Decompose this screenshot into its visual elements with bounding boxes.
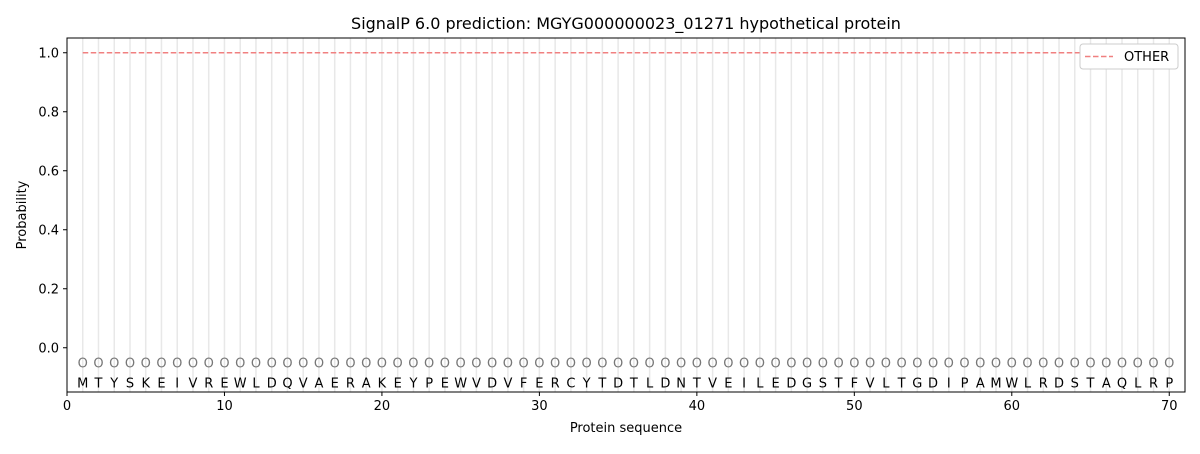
region-marker: O: [833, 357, 843, 372]
region-marker: O: [865, 357, 875, 372]
region-marker: O: [1054, 357, 1064, 372]
region-marker: O: [471, 357, 481, 372]
region-marker: O: [503, 357, 513, 372]
y-axis-label: Probability: [15, 180, 30, 249]
y-tick-label: 1.0: [38, 46, 59, 61]
region-marker: O: [707, 357, 717, 372]
region-marker: O: [991, 357, 1001, 372]
region-marker: O: [770, 357, 780, 372]
region-marker: O: [1148, 357, 1158, 372]
region-marker: O: [109, 357, 119, 372]
region-marker: O: [172, 357, 182, 372]
region-marker: O: [645, 357, 655, 372]
gridline-layer: [81, 38, 1171, 392]
y-tick-label: 0.2: [38, 282, 59, 297]
region-marker: O: [1022, 357, 1032, 372]
region-marker: O: [314, 357, 324, 372]
region-marker: O: [1070, 357, 1080, 372]
region-marker: O: [676, 357, 686, 372]
region-marker: O: [456, 357, 466, 372]
region-marker: O: [629, 357, 639, 372]
region-marker: O: [1085, 357, 1095, 372]
region-marker: O: [534, 357, 544, 372]
region-marker: O: [251, 357, 261, 372]
legend-other-label: OTHER: [1124, 50, 1169, 65]
x-tick-label: 30: [531, 399, 548, 414]
region-marker: O: [141, 357, 151, 372]
x-tick-label: 0: [63, 399, 71, 414]
y-tick-label: 0.8: [38, 105, 59, 120]
region-marker: O: [881, 357, 891, 372]
region-marker: O: [424, 357, 434, 372]
region-marker: O: [1101, 357, 1111, 372]
x-tick-label: 50: [846, 399, 863, 414]
region-marker: O: [597, 357, 607, 372]
region-marker: O: [440, 357, 450, 372]
region-marker: O: [818, 357, 828, 372]
x-tick-label: 20: [374, 399, 391, 414]
region-marker: O: [78, 357, 88, 372]
region-marker: O: [582, 357, 592, 372]
region-marker: O: [125, 357, 135, 372]
region-marker: O: [755, 357, 765, 372]
region-marker: O: [487, 357, 497, 372]
region-marker: O: [692, 357, 702, 372]
region-marker: O: [739, 357, 749, 372]
plot-frame: [66, 37, 1186, 393]
region-marker: O: [723, 357, 733, 372]
region-marker: O: [235, 357, 245, 372]
region-marker: O: [361, 357, 371, 372]
residue-sequence: MTYSKEIVREWLDQVAERAKEYPEWVDVFERCYTDTLDNT…: [77, 376, 1173, 391]
x-axis-label: Protein sequence: [570, 421, 682, 436]
region-marker: O: [912, 357, 922, 372]
region-marker: O: [849, 357, 859, 372]
region-marker: O: [1164, 357, 1174, 372]
region-marker: O: [1117, 357, 1127, 372]
region-marker: O: [330, 357, 340, 372]
region-marker: O: [959, 357, 969, 372]
region-marker: O: [660, 357, 670, 372]
region-marker: O: [298, 357, 308, 372]
region-marker: O: [519, 357, 529, 372]
region-marker: O: [1007, 357, 1017, 372]
region-marker: O: [975, 357, 985, 372]
region-marker: O: [156, 357, 166, 372]
region-marker: O: [393, 357, 403, 372]
region-marker: O: [550, 357, 560, 372]
x-tick-label: 10: [216, 399, 233, 414]
region-marker: O: [786, 357, 796, 372]
region-marker: O: [408, 357, 418, 372]
legend-box: [1079, 43, 1179, 70]
x-tick-label: 60: [1004, 399, 1021, 414]
chart-title: SignalP 6.0 prediction: MGYG000000023_01…: [351, 14, 901, 34]
region-marker: O: [802, 357, 812, 372]
region-marker: O: [204, 357, 214, 372]
region-marker: O: [282, 357, 292, 372]
region-marker: O: [566, 357, 576, 372]
region-marker: O: [345, 357, 355, 372]
region-marker: O: [928, 357, 938, 372]
region-marker: O: [613, 357, 623, 372]
region-marker: O: [1038, 357, 1048, 372]
y-tick-label: 0.0: [38, 341, 59, 356]
y-tick-label: 0.4: [38, 223, 59, 238]
region-marker: O: [944, 357, 954, 372]
region-marker: O: [267, 357, 277, 372]
region-marker: O: [377, 357, 387, 372]
region-marker: O: [1133, 357, 1143, 372]
y-tick-label: 0.6: [38, 164, 59, 179]
x-tick-label: 40: [689, 399, 706, 414]
region-marker: O: [93, 357, 103, 372]
region-marker: O: [896, 357, 906, 372]
x-tick-label: 70: [1161, 399, 1178, 414]
region-marker: O: [219, 357, 229, 372]
region-marker: O: [188, 357, 198, 372]
